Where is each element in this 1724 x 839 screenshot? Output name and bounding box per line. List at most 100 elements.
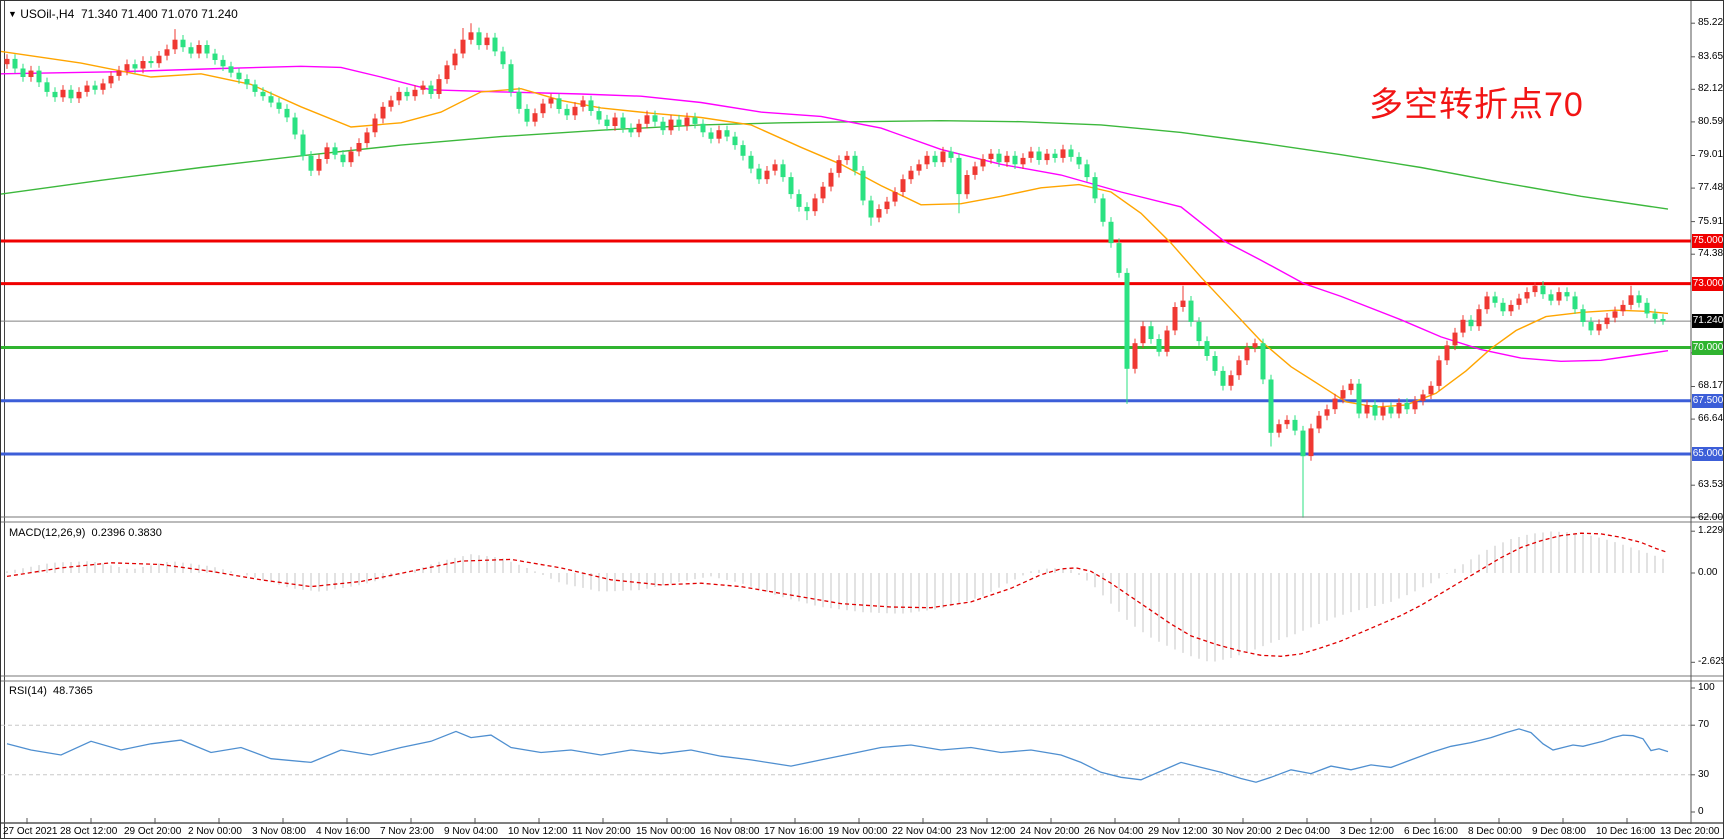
price-axis-tick: 63.535 xyxy=(1698,479,1724,490)
candle-body xyxy=(444,65,450,80)
price-axis-tick: 75.910 xyxy=(1698,216,1724,227)
candle-body xyxy=(948,151,954,158)
candle-body xyxy=(1604,317,1610,325)
candle-body xyxy=(212,53,218,60)
candle-body xyxy=(52,91,58,98)
candle-body xyxy=(148,61,154,64)
candle-body xyxy=(1084,164,1090,178)
candle-body xyxy=(1556,292,1562,301)
ma-slow-green xyxy=(1,119,1669,210)
candle-body xyxy=(324,147,330,159)
candle-body xyxy=(164,49,170,56)
candle-body xyxy=(1396,402,1402,414)
time-axis-label: 29 Oct 20:00 xyxy=(124,826,182,837)
candle-body xyxy=(1252,343,1258,348)
candle-body xyxy=(1156,339,1162,352)
candle-body xyxy=(644,115,650,124)
candle-body xyxy=(228,66,234,73)
candle-body xyxy=(132,64,138,69)
candle-body xyxy=(380,106,386,119)
candle-body xyxy=(476,32,482,46)
candle-body xyxy=(1276,424,1282,433)
candle-body xyxy=(1380,407,1386,416)
price-level-badge-70.000: 70.000 xyxy=(1692,341,1724,355)
time-axis-label: 13 Dec 20:00 xyxy=(1660,826,1720,837)
rsi-line xyxy=(6,728,1669,783)
candle-body xyxy=(204,45,210,54)
candle-body xyxy=(900,179,906,192)
candle-body xyxy=(636,123,642,133)
candle-body xyxy=(284,108,290,118)
window-inner-border xyxy=(4,1,5,838)
candle-body xyxy=(1492,296,1498,303)
candle-body xyxy=(1548,294,1554,301)
candle-body xyxy=(492,37,498,52)
candle-body xyxy=(1484,296,1490,310)
rsi-axis-tick: 100 xyxy=(1698,682,1715,693)
macd-title: MACD(12,26,9) xyxy=(9,527,86,539)
candle-body xyxy=(564,108,570,116)
candle-body xyxy=(356,143,362,152)
time-axis-label: 9 Dec 08:00 xyxy=(1532,826,1586,837)
candle-body xyxy=(1428,385,1434,395)
candle-body xyxy=(340,154,346,163)
candle-body xyxy=(1124,272,1130,369)
candle-body xyxy=(1164,330,1170,352)
price-axis-tick: 77.485 xyxy=(1698,182,1724,193)
price-axis-tick: 85.225 xyxy=(1698,17,1724,28)
candle-body xyxy=(876,209,882,218)
candle-body xyxy=(964,175,970,195)
candle-body xyxy=(508,64,514,92)
candle-body xyxy=(660,121,666,131)
candle-body xyxy=(348,151,354,163)
time-axis-label: 29 Nov 12:00 xyxy=(1148,826,1208,837)
candle-body xyxy=(524,108,530,122)
candle-body xyxy=(452,53,458,66)
candle-body xyxy=(676,119,682,126)
time-axis-label: 7 Nov 23:00 xyxy=(380,826,434,837)
price-axis-tick: 80.590 xyxy=(1698,116,1724,127)
candle-body xyxy=(940,151,946,163)
macd-indicator-label: MACD(12,26,9) 0.2396 0.3830 xyxy=(9,527,162,539)
candle-body xyxy=(1596,324,1602,331)
candle-body xyxy=(156,55,162,64)
candle-body xyxy=(844,155,850,161)
candle-body xyxy=(620,117,626,129)
candle-body xyxy=(196,45,202,54)
candle-body xyxy=(1564,292,1570,297)
candle-body xyxy=(1644,302,1650,314)
candle-body xyxy=(580,100,586,107)
candle-body xyxy=(1436,360,1442,386)
time-axis-label: 11 Nov 20:00 xyxy=(572,826,631,837)
time-axis-label: 15 Nov 00:00 xyxy=(636,826,696,837)
candle-body xyxy=(836,160,842,173)
candle-body xyxy=(388,100,394,107)
candle-body xyxy=(1228,375,1234,386)
candle-body xyxy=(764,170,770,180)
candle-body xyxy=(1172,307,1178,331)
candle-body xyxy=(436,79,442,94)
candle-body xyxy=(12,58,18,69)
time-axis-label: 19 Nov 00:00 xyxy=(828,826,888,837)
candle-body xyxy=(996,153,1002,163)
time-axis-label: 8 Dec 00:00 xyxy=(1468,826,1522,837)
candle-body xyxy=(1532,285,1538,293)
candle-body xyxy=(1284,419,1290,425)
candle-body xyxy=(484,37,490,46)
candle-body xyxy=(412,89,418,97)
candle-body xyxy=(772,164,778,171)
time-axis-label: 9 Nov 04:00 xyxy=(444,826,498,837)
candle-body xyxy=(116,70,122,76)
candle-body xyxy=(76,91,82,99)
candle-body xyxy=(68,89,74,99)
candle-body xyxy=(924,155,930,165)
ohlc-expander-icon[interactable]: ▼ xyxy=(8,9,17,19)
rsi-title: RSI(14) xyxy=(9,685,47,697)
candle-body xyxy=(1308,428,1314,457)
time-axis-label: 4 Nov 16:00 xyxy=(316,826,370,837)
macd-signal-value: 0.3830 xyxy=(128,527,162,539)
candle-body xyxy=(1404,402,1410,410)
candle-body xyxy=(1460,319,1466,333)
candle-body xyxy=(724,130,730,137)
